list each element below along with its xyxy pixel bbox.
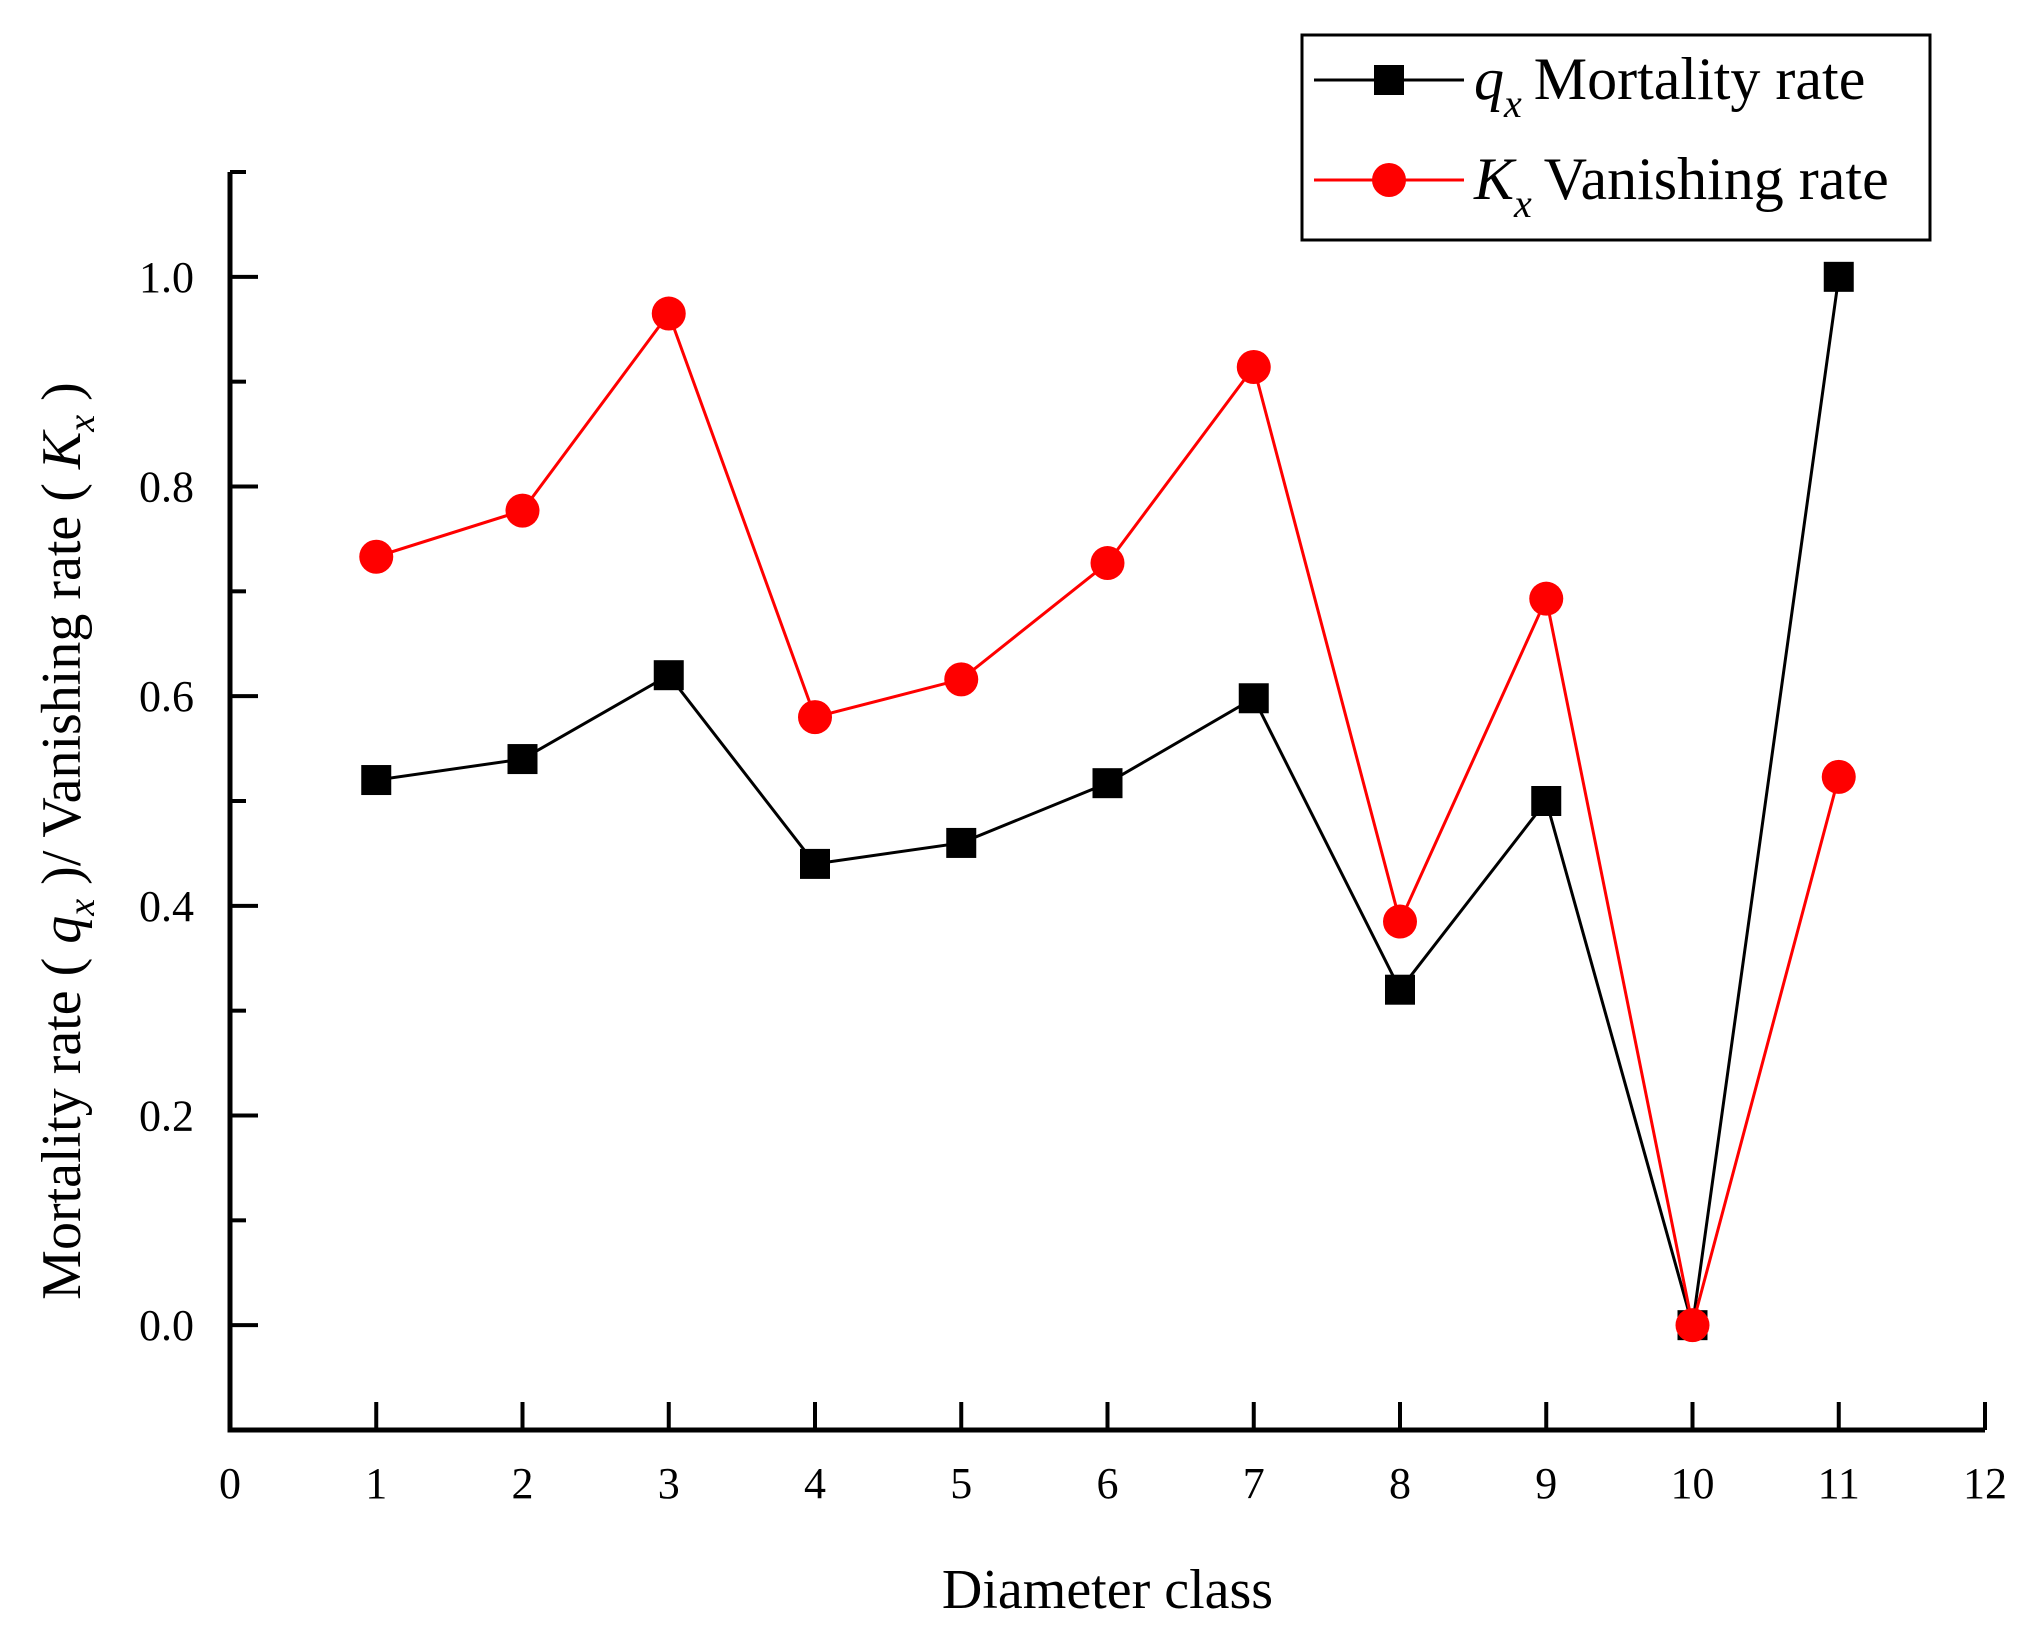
x-tick-label: 5 [950,1459,972,1508]
data-point [359,539,394,574]
data-point [1821,759,1856,794]
data-point [798,700,832,735]
legend-label: qx Mortality rate [1474,46,1865,126]
x-ticks: 0 1 2 3 4 5 6 7 8 9 10 11 12 [219,1402,2007,1508]
data-point [946,827,977,858]
data-point [944,662,979,697]
x-tick-label: 1 [365,1459,387,1508]
x-tick-label: 2 [512,1459,534,1508]
x-tick-label: 6 [1097,1459,1119,1508]
data-point [1385,974,1415,1005]
x-tick-label: 8 [1389,1459,1411,1508]
legend-marker [1374,65,1404,95]
data-point [1238,683,1269,714]
y-tick-label: 0.4 [139,882,194,931]
legend-symbol: q [1474,46,1504,112]
y-axis-title: Mortality rate ( qx )/ Vanishing rate ( … [31,382,103,1300]
data-point [1529,581,1564,616]
data-point [361,765,392,796]
y-tick-label: 1.0 [139,253,194,302]
y-title-part2: )/ Vanishing rate ( [31,469,93,899]
data-point [1675,1308,1710,1343]
x-axis-title: Diameter class [942,1559,1273,1621]
legend-text: Vanishing rate [1544,146,1889,212]
legend-subscript: x [1503,81,1522,126]
y-title-q: q [31,916,93,944]
data-point [800,848,830,879]
data-point [651,296,686,331]
x-tick-label: 10 [1671,1459,1715,1508]
x-tick-label: 12 [1963,1459,2007,1508]
y-title-k-sub: x [61,415,103,433]
legend-item: qx Mortality rate [1314,46,1865,126]
data-point [1092,768,1123,799]
series-line [375,310,1841,1326]
legend-item: Kx Vanishing rate [1314,146,1889,226]
legend-marker [1372,163,1406,197]
x-tick-label: 0 [219,1459,241,1508]
y-title-part3: ) [31,382,93,415]
x-tick-label: 11 [1818,1459,1860,1508]
x-tick-label: 7 [1243,1459,1265,1508]
x-tick-label: 3 [658,1459,680,1508]
data-point [1236,349,1271,384]
data-point [505,493,540,528]
legend-text: Mortality rate [1534,46,1866,112]
legend-symbol: K [1473,146,1517,212]
series-vanishing-rate [359,296,1856,1343]
axes [227,172,1985,1433]
data-point [653,660,684,691]
y-tick-label: 0.2 [139,1092,194,1141]
data-point [507,744,538,775]
x-tick-label: 9 [1535,1459,1557,1508]
y-title-part1: Mortality rate ( [31,944,93,1300]
y-tick-label: 0.8 [139,463,194,512]
data-point [1090,546,1125,581]
y-title-q-sub: x [61,899,103,917]
series-layer [359,261,1856,1343]
y-tick-label: 0.0 [139,1301,194,1350]
legend-box [1300,33,1932,242]
data-point [1383,904,1417,939]
legend-subscript: x [1513,181,1532,226]
data-point [1531,786,1562,816]
legend-label: Kx Vanishing rate [1473,146,1889,226]
series-mortality-rate [361,261,1854,1341]
y-title-k: K [31,429,93,470]
y-tick-label: 0.6 [139,672,194,721]
data-point [1823,261,1854,292]
y-ticks: 0.0 0.2 0.4 0.6 0.8 1.0 [139,170,258,1432]
series-line [376,276,1841,1326]
x-tick-label: 4 [804,1459,826,1508]
